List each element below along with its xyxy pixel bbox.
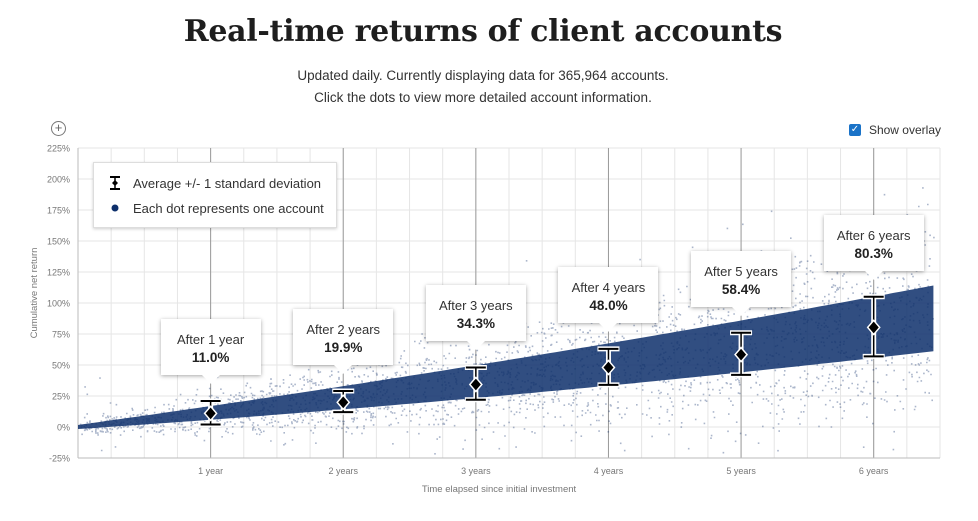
dot-icon	[111, 204, 119, 212]
x-tick-label: 1 year	[198, 466, 223, 476]
show-overlay-checkbox[interactable]: ✓	[848, 124, 861, 136]
x-tick-label: 3 years	[461, 466, 491, 476]
x-tick-label: 6 years	[859, 466, 889, 476]
chart-legend: Average +/- 1 standard deviation Each do…	[93, 162, 337, 228]
callout-value: 19.9%	[324, 340, 363, 356]
account-dots	[78, 187, 935, 455]
x-tick-label: 2 years	[328, 466, 358, 476]
mean-marker	[734, 346, 749, 363]
y-tick-label: 175%	[47, 206, 70, 216]
mean-marker	[866, 319, 881, 336]
callout-3-year: After 3 years 34.3%	[425, 285, 526, 351]
callout-label: After 2 years	[306, 322, 381, 338]
mean-marker	[601, 359, 616, 376]
callout-5-year: After 5 years 58.4%	[691, 250, 792, 316]
y-tick-label: 25%	[52, 392, 70, 402]
mean-marker	[468, 376, 483, 393]
mean-marker	[336, 394, 351, 411]
errorbar-4-year	[597, 346, 620, 388]
callout-label: After 5 years	[704, 263, 778, 279]
y-tick-label: 50%	[52, 361, 70, 371]
y-tick-label: 100%	[47, 299, 70, 309]
callout-value: 58.4%	[721, 281, 761, 297]
callout-label: After 3 years	[438, 298, 513, 314]
callout-value: 48.0%	[589, 297, 628, 313]
subtitle-accounts: Updated daily. Currently displaying data…	[297, 68, 669, 83]
y-tick-label: 200%	[47, 175, 70, 185]
y-tick-label: 125%	[47, 268, 70, 278]
callout-label: After 6 years	[836, 227, 911, 243]
callout-label: After 1 year	[177, 331, 245, 347]
legend-errorbar-label: Average +/- 1 standard deviation	[133, 175, 322, 191]
callout-2-year: After 2 years 19.9%	[293, 309, 394, 375]
callout-label: After 4 years	[571, 279, 646, 295]
subtitle-instructions: Click the dots to view more detailed acc…	[314, 90, 652, 105]
y-tick-label: 75%	[52, 330, 70, 340]
y-axis-title: Cumulative net return	[29, 248, 40, 339]
y-tick-label: -25%	[49, 454, 70, 464]
legend-item-errorbar: Average +/- 1 standard deviation	[106, 175, 321, 191]
legend-item-dot: Each dot represents one account	[106, 200, 324, 216]
x-tick-label: 4 years	[594, 466, 624, 476]
errorbar-2-year	[332, 388, 355, 415]
mean-marker	[203, 405, 218, 422]
x-axis-title: Time elapsed since initial investment	[422, 484, 577, 495]
x-tick-label: 5 years	[726, 466, 756, 476]
legend-dot-label: Each dot represents one account	[133, 200, 324, 216]
callout-value: 11.0%	[191, 349, 230, 365]
callout-value: 34.3%	[456, 316, 495, 332]
page-title: Real-time returns of client accounts	[183, 14, 783, 49]
y-tick-label: 0%	[57, 423, 70, 433]
errorbar-5-year	[730, 330, 753, 378]
y-tick-label: 150%	[47, 237, 70, 247]
errorbar-3-year	[464, 364, 487, 403]
errorbar-1-year	[199, 398, 222, 428]
show-overlay-toggle[interactable]: ✓ Show overlay	[848, 123, 941, 137]
callout-value: 80.3%	[854, 245, 893, 261]
y-tick-label: 225%	[47, 144, 70, 154]
errorbar-6-year	[862, 294, 885, 359]
callout-4-year: After 4 years 48.0%	[558, 266, 659, 332]
account-dot-core	[78, 285, 934, 429]
show-overlay-label: Show overlay	[868, 123, 941, 137]
callout-6-year: After 6 years 80.3%	[823, 214, 924, 280]
callout-1-year: After 1 year 11.0%	[160, 318, 261, 384]
errorbar-icon	[110, 176, 120, 190]
zoom-in-icon[interactable]: +	[51, 121, 66, 136]
